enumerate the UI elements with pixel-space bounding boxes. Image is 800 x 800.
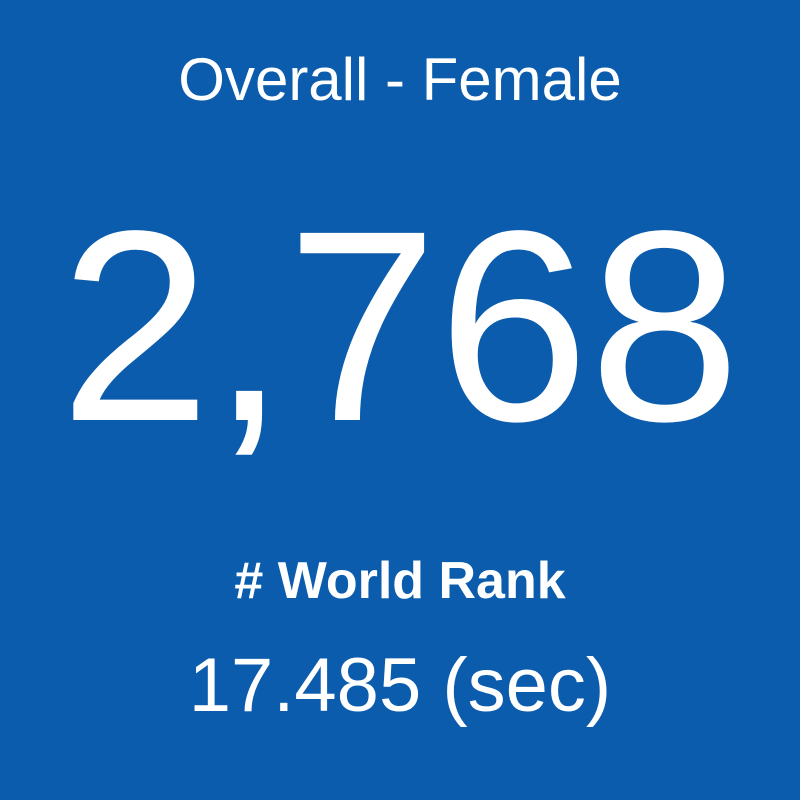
tile-label: # World Rank [234, 552, 566, 610]
tile-title: Overall - Female [178, 46, 622, 113]
tile-value: 2,768 [59, 174, 741, 478]
tile-detail: 17.485 (sec) [188, 643, 612, 728]
